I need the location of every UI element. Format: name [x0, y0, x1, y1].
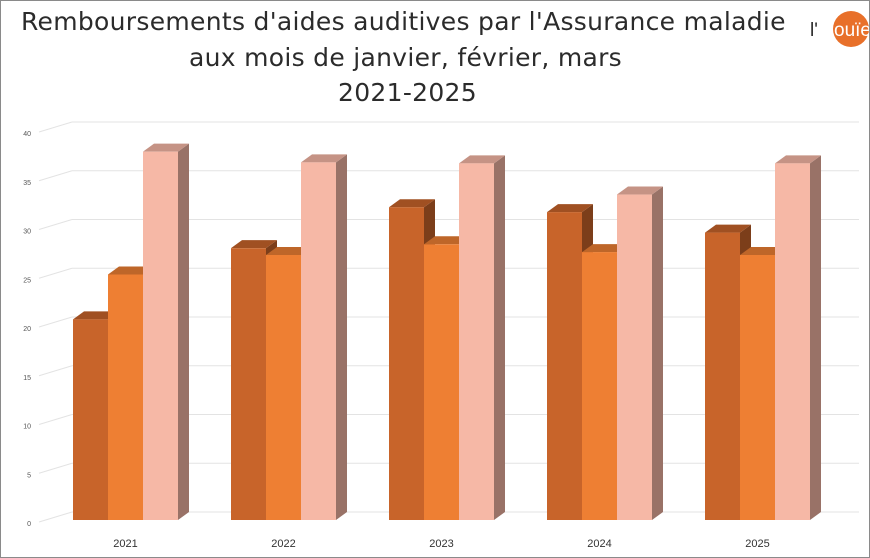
- x-tick-label: 2024: [587, 538, 611, 550]
- bar: [301, 154, 347, 520]
- y-tick-label: 20: [23, 326, 31, 333]
- x-axis-ticks: 2021 2022 2023 2024 2025: [113, 538, 769, 550]
- bar-front: [143, 151, 178, 520]
- bar-front: [740, 255, 775, 520]
- bar-front: [547, 212, 582, 520]
- x-tick-label: 2023: [429, 538, 453, 550]
- x-tick-label: 2022: [271, 538, 295, 550]
- y-tick-label: 10: [23, 424, 31, 431]
- bar-front: [424, 244, 459, 520]
- bar-top: [740, 247, 786, 255]
- bar: [143, 143, 189, 520]
- bar-front: [775, 163, 810, 520]
- bar-front: [231, 248, 266, 521]
- brand-logo: l' ouïe: [810, 11, 869, 47]
- y-tick-label: 30: [23, 229, 31, 236]
- bar-top: [775, 155, 821, 164]
- bar-front: [73, 319, 108, 520]
- bar-top: [231, 240, 277, 249]
- gridline-depth: [38, 462, 73, 474]
- chart-title-line-3: 2021-2025: [338, 78, 477, 107]
- bar-front: [705, 232, 740, 520]
- bar-front: [389, 207, 424, 520]
- bar-top: [389, 199, 435, 208]
- gridline-depth: [38, 511, 73, 523]
- bar: [775, 155, 821, 520]
- bar-top: [424, 236, 470, 245]
- bar-top: [301, 154, 347, 163]
- y-tick-label: 5: [27, 472, 31, 479]
- bar: [459, 155, 505, 520]
- bar-top: [705, 224, 751, 233]
- bar-side: [810, 155, 821, 520]
- svg-text:l': l': [810, 20, 818, 41]
- bar-side: [178, 143, 189, 520]
- bar-side: [336, 154, 347, 520]
- x-tick-label: 2025: [745, 538, 769, 550]
- gridline-depth: [38, 316, 73, 328]
- gridline-depth: [38, 219, 73, 230]
- bar-top: [73, 311, 119, 320]
- gridline-depth: [38, 170, 73, 182]
- gridline-depth: [38, 121, 73, 133]
- bar-front: [582, 252, 617, 520]
- gridline-depth: [38, 267, 73, 279]
- y-tick-label: 25: [23, 277, 31, 284]
- bar-top: [617, 186, 663, 195]
- bar-side: [494, 155, 505, 520]
- chart-title-line-1: Remboursements d'aides auditives par l'A…: [21, 7, 786, 36]
- bar-side: [652, 186, 663, 521]
- chart-title-line-2: aux mois de janvier, février, mars: [189, 43, 623, 72]
- x-tick-label: 2021: [113, 538, 137, 550]
- bar-top: [459, 155, 505, 164]
- bar-front: [108, 274, 143, 520]
- y-tick-label: 40: [23, 131, 31, 138]
- bar-top: [582, 244, 628, 253]
- bar-top: [266, 247, 312, 255]
- gridline-depth: [38, 365, 73, 377]
- y-tick-label: 0: [27, 521, 31, 528]
- bar-top: [547, 204, 593, 213]
- bar-top: [108, 266, 154, 275]
- bar-front: [617, 194, 652, 521]
- logo-circle: [833, 11, 869, 47]
- y-axis-ticks: 0 5 10 15 20 25 30 35 40: [23, 131, 31, 528]
- bar-front: [266, 255, 301, 520]
- svg-text:ouïe: ouïe: [834, 20, 869, 41]
- bar-top: [143, 143, 189, 152]
- bar-front: [301, 162, 336, 520]
- bars-layer: [73, 143, 821, 521]
- gridline-depth: [38, 414, 73, 425]
- y-tick-label: 35: [23, 180, 31, 187]
- y-tick-label: 15: [23, 375, 31, 382]
- bar-front: [459, 163, 494, 520]
- bar: [617, 186, 663, 521]
